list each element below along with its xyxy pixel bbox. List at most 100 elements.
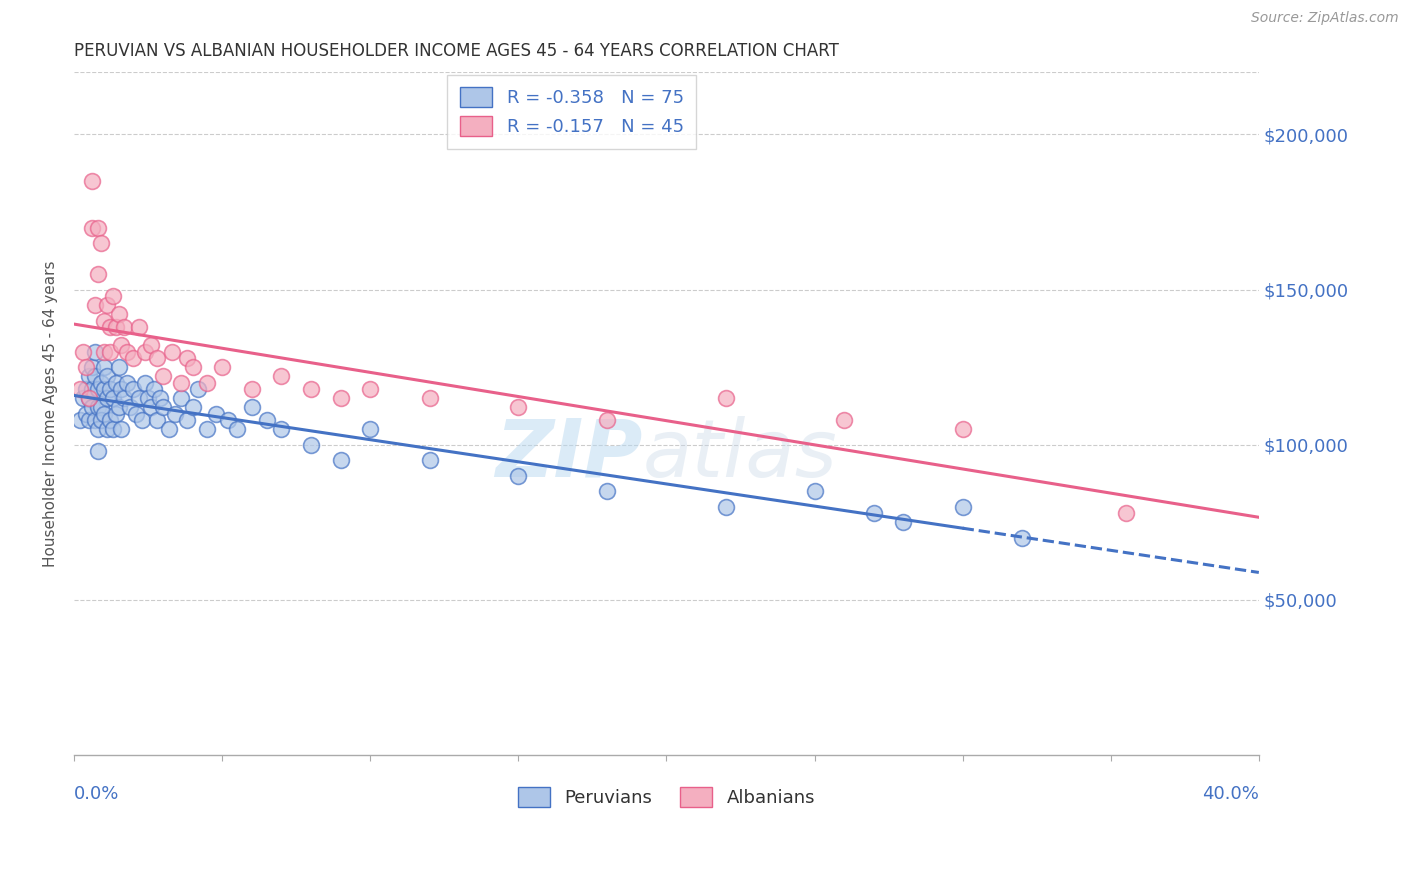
- Point: [87, 220, 110, 235]
- Point: [508, 468, 530, 483]
- Point: [114, 319, 136, 334]
- Point: [359, 382, 381, 396]
- Point: [952, 422, 974, 436]
- Point: [107, 307, 129, 321]
- Point: [139, 401, 162, 415]
- Text: 0.0%: 0.0%: [75, 786, 120, 804]
- Text: ZIP: ZIP: [495, 416, 643, 493]
- Point: [75, 407, 97, 421]
- Point: [93, 360, 115, 375]
- Point: [146, 413, 169, 427]
- Point: [211, 360, 233, 375]
- Point: [256, 413, 278, 427]
- Point: [87, 443, 110, 458]
- Point: [163, 407, 186, 421]
- Point: [157, 422, 180, 436]
- Point: [93, 344, 115, 359]
- Point: [101, 391, 124, 405]
- Point: [146, 351, 169, 365]
- Point: [90, 235, 112, 250]
- Point: [110, 338, 132, 352]
- Point: [143, 382, 166, 396]
- Point: [69, 382, 91, 396]
- Point: [110, 422, 132, 436]
- Point: [96, 298, 118, 312]
- Point: [96, 422, 118, 436]
- Point: [270, 369, 292, 384]
- Point: [176, 413, 198, 427]
- Point: [80, 360, 103, 375]
- Point: [83, 298, 105, 312]
- Point: [75, 360, 97, 375]
- Point: [139, 338, 162, 352]
- Point: [77, 413, 100, 427]
- Point: [714, 500, 737, 514]
- Point: [87, 267, 110, 281]
- Point: [104, 376, 127, 390]
- Point: [120, 401, 142, 415]
- Legend: Peruvians, Albanians: Peruvians, Albanians: [510, 780, 823, 814]
- Point: [803, 484, 825, 499]
- Point: [72, 391, 94, 405]
- Point: [110, 382, 132, 396]
- Point: [217, 413, 239, 427]
- Point: [205, 407, 228, 421]
- Point: [72, 344, 94, 359]
- Point: [96, 391, 118, 405]
- Point: [329, 453, 352, 467]
- Point: [114, 391, 136, 405]
- Point: [128, 319, 150, 334]
- Text: atlas: atlas: [643, 416, 838, 493]
- Point: [80, 401, 103, 415]
- Point: [152, 401, 174, 415]
- Point: [170, 391, 193, 405]
- Point: [104, 407, 127, 421]
- Point: [125, 407, 148, 421]
- Point: [160, 344, 183, 359]
- Point: [117, 344, 139, 359]
- Point: [87, 382, 110, 396]
- Point: [122, 351, 145, 365]
- Point: [87, 401, 110, 415]
- Point: [101, 422, 124, 436]
- Point: [98, 344, 121, 359]
- Point: [90, 376, 112, 390]
- Point: [226, 422, 249, 436]
- Point: [122, 382, 145, 396]
- Text: Source: ZipAtlas.com: Source: ZipAtlas.com: [1251, 11, 1399, 25]
- Point: [83, 413, 105, 427]
- Point: [87, 422, 110, 436]
- Point: [893, 515, 915, 529]
- Point: [1115, 506, 1137, 520]
- Y-axis label: Householder Income Ages 45 - 64 years: Householder Income Ages 45 - 64 years: [44, 260, 58, 567]
- Point: [136, 391, 159, 405]
- Point: [418, 453, 440, 467]
- Point: [508, 401, 530, 415]
- Point: [596, 413, 619, 427]
- Point: [270, 422, 292, 436]
- Point: [329, 391, 352, 405]
- Point: [152, 369, 174, 384]
- Point: [107, 401, 129, 415]
- Point: [107, 360, 129, 375]
- Point: [83, 344, 105, 359]
- Point: [69, 413, 91, 427]
- Point: [952, 500, 974, 514]
- Point: [75, 382, 97, 396]
- Point: [240, 382, 263, 396]
- Point: [93, 382, 115, 396]
- Point: [128, 391, 150, 405]
- Point: [77, 391, 100, 405]
- Point: [187, 382, 209, 396]
- Point: [96, 369, 118, 384]
- Point: [181, 401, 204, 415]
- Point: [77, 369, 100, 384]
- Point: [832, 413, 855, 427]
- Point: [101, 289, 124, 303]
- Point: [418, 391, 440, 405]
- Point: [98, 413, 121, 427]
- Point: [170, 376, 193, 390]
- Point: [195, 376, 218, 390]
- Point: [1011, 531, 1033, 545]
- Point: [134, 344, 156, 359]
